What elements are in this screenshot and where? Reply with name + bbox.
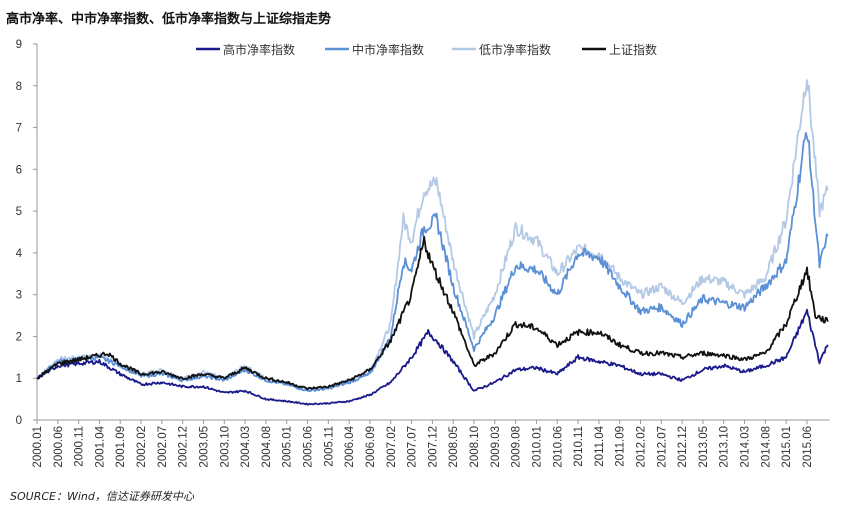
source-note: SOURCE：Wind，信达证券研发中心 xyxy=(10,490,194,503)
x-tick-label: 2012.12 xyxy=(677,426,689,468)
x-tick-label: 2002.07 xyxy=(157,426,169,468)
x-tick-label: 2000.06 xyxy=(53,426,65,468)
x-tick-label: 2006.09 xyxy=(365,426,377,468)
x-tick-label: 2000.11 xyxy=(74,426,86,467)
x-tick-label: 2014.03 xyxy=(740,426,752,468)
x-tick-label: 2008.10 xyxy=(469,426,481,468)
y-tick-label: 3 xyxy=(16,290,22,302)
y-tick-label: 6 xyxy=(16,164,22,176)
x-tick-label: 2006.04 xyxy=(344,425,356,467)
x-tick-label: 2012.02 xyxy=(635,426,647,468)
x-tick-label: 2000.01 xyxy=(32,426,44,468)
x-tick-label: 2015.06 xyxy=(802,426,814,468)
x-tick-label: 2015.01 xyxy=(781,426,793,468)
series-line-1 xyxy=(36,131,829,393)
x-tick-label: 2012.07 xyxy=(656,426,668,468)
x-tick-label: 2002.12 xyxy=(178,426,190,468)
x-tick-label: 2007.02 xyxy=(386,426,398,468)
x-tick-label: 2010.11 xyxy=(573,426,585,467)
x-tick-label: 2011.04 xyxy=(594,425,606,466)
y-tick-label: 2 xyxy=(16,331,22,343)
legend-label: 上证指数 xyxy=(609,42,657,57)
x-tick-label: 2010.01 xyxy=(531,426,543,468)
x-tick-label: 2005.11 xyxy=(323,426,335,467)
legend-label: 中市净率指数 xyxy=(352,42,424,57)
x-tick-label: 2001.09 xyxy=(115,426,127,468)
series-line-3 xyxy=(36,235,829,391)
y-tick-label: 0 xyxy=(16,415,22,427)
x-tick-label: 2001.04 xyxy=(94,425,106,467)
chart-title: 高市净率、中市净率指数、低市净率指数与上证综指走势 xyxy=(6,12,332,27)
y-tick-label: 7 xyxy=(16,123,22,135)
x-tick-label: 2005.06 xyxy=(303,426,315,468)
y-tick-label: 8 xyxy=(16,81,22,93)
series-line-0 xyxy=(36,308,829,406)
x-tick-label: 2013.05 xyxy=(698,426,710,468)
x-tick-label: 2004.03 xyxy=(240,426,252,468)
x-tick-label: 2011.09 xyxy=(615,426,627,467)
series-line-2 xyxy=(36,79,829,392)
y-tick-label: 9 xyxy=(16,39,22,51)
x-tick-label: 2007.07 xyxy=(407,426,419,468)
x-tick-label: 2013.10 xyxy=(719,426,731,468)
x-tick-label: 2003.10 xyxy=(219,426,231,468)
legend-label: 低市净率指数 xyxy=(479,42,551,57)
x-tick-label: 2014.08 xyxy=(760,426,772,468)
x-tick-label: 2002.02 xyxy=(136,426,148,468)
y-tick-label: 4 xyxy=(16,248,23,260)
x-tick-label: 2008.05 xyxy=(448,426,460,468)
y-tick-label: 1 xyxy=(16,373,22,385)
x-tick-label: 2007.12 xyxy=(427,426,439,468)
y-tick-label: 5 xyxy=(16,206,22,218)
x-tick-label: 2009.03 xyxy=(490,426,502,468)
x-tick-label: 2010.06 xyxy=(552,426,564,468)
x-tick-label: 2004.08 xyxy=(261,426,273,468)
x-tick-label: 2005.01 xyxy=(282,426,294,468)
x-tick-label: 2003.05 xyxy=(198,426,210,468)
legend-label: 高市净率指数 xyxy=(223,42,295,57)
x-tick-label: 2009.08 xyxy=(511,426,523,468)
